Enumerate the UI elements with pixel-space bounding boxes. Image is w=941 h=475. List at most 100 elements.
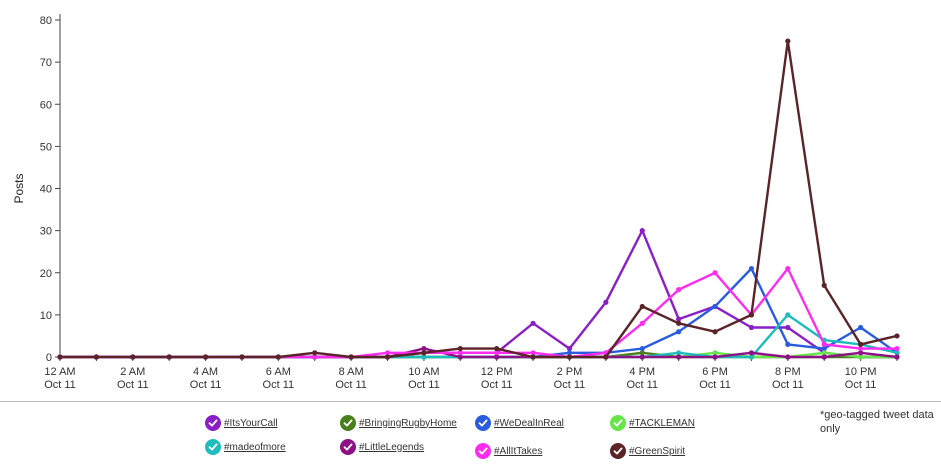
data-point-allittakes <box>785 265 791 272</box>
data-point-greenspirit <box>821 282 827 288</box>
data-point-allittakes <box>384 350 391 356</box>
x-tick-label: 6 AM <box>266 366 291 378</box>
checkmark-icon <box>475 443 491 459</box>
data-point-allittakes <box>821 341 827 347</box>
data-point-greenspirit <box>239 354 245 360</box>
data-point-itsyourcall <box>785 324 791 331</box>
data-point-wedealinreal <box>821 345 827 352</box>
data-point-allittakes <box>712 270 718 276</box>
data-point-greenspirit <box>457 345 463 352</box>
series-line-itsyourcall <box>60 229 897 359</box>
data-point-greenspirit <box>748 312 755 318</box>
data-point-greenspirit <box>785 38 791 44</box>
y-tick-label: 30 <box>40 226 52 238</box>
data-point-madeofmore <box>421 354 427 360</box>
series-line-madeofmore <box>60 313 898 359</box>
x-tick-label: 10 PM <box>845 366 877 378</box>
x-tick-date-label: Oct 11 <box>117 379 149 391</box>
checkmark-icon <box>205 415 221 431</box>
legend-label: #WeDealInReal <box>494 417 564 429</box>
y-tick-label: 0 <box>46 352 52 364</box>
data-point-allittakes <box>494 350 500 356</box>
data-point-greenspirit <box>494 345 500 352</box>
checkmark-icon <box>610 415 626 431</box>
data-point-allittakes <box>676 287 682 293</box>
geo-tagged-note: *geo-tagged tweet data only <box>820 409 934 435</box>
legend-item-bringingrugbyhome[interactable]: #BringingRugbyHome <box>340 414 457 432</box>
y-tick-label: 60 <box>40 99 52 111</box>
data-point-greenspirit <box>639 303 645 310</box>
checkmark-icon <box>340 439 356 455</box>
data-point-littlelegends <box>421 345 427 352</box>
legend-label: #LittleLegends <box>359 441 425 453</box>
x-tick-label: 12 AM <box>44 366 75 378</box>
data-point-wedealinreal <box>748 265 755 272</box>
y-tick-label: 40 <box>40 184 52 196</box>
data-point-greenspirit <box>603 354 609 360</box>
data-point-littlelegends <box>785 354 791 360</box>
x-tick-date-label: Oct 11 <box>845 379 877 391</box>
data-point-greenspirit <box>384 354 391 360</box>
checkmark-icon <box>610 443 626 459</box>
data-point-littlelegends <box>821 354 827 360</box>
data-point-greenspirit <box>166 354 172 360</box>
x-tick-date-label: Oct 11 <box>335 379 367 391</box>
checkmark-icon <box>340 415 356 431</box>
legend-item-greenspirit[interactable]: #GreenSpirit <box>610 442 685 460</box>
x-tick-label: 8 PM <box>775 366 801 378</box>
data-point-littlelegends <box>457 354 463 360</box>
x-tick-label: 2 AM <box>120 366 145 378</box>
legend-divider <box>0 401 941 402</box>
checkmark-icon <box>205 439 221 455</box>
legend-item-allittakes[interactable]: #AllItTakes <box>475 442 542 460</box>
data-point-allittakes <box>858 345 864 352</box>
data-point-greenspirit <box>676 320 682 326</box>
legend-item-tackleman[interactable]: #TACKLEMAN <box>610 414 695 432</box>
data-point-greenspirit <box>712 329 718 335</box>
data-point-itsyourcall <box>603 299 609 305</box>
x-tick-date-label: Oct 11 <box>699 379 731 391</box>
data-point-allittakes <box>894 345 900 352</box>
legend-label: #madeofmore <box>224 441 286 453</box>
y-tick-label: 10 <box>40 310 52 322</box>
data-point-littlelegends <box>712 354 718 360</box>
x-tick-date-label: Oct 11 <box>481 379 513 391</box>
data-point-madeofmore <box>785 312 791 318</box>
series-line-greenspirit <box>60 39 898 359</box>
data-point-littlelegends <box>894 354 900 360</box>
legend-item-itsyourcall[interactable]: #ItsYourCall <box>205 414 278 432</box>
legend-item-wedealinreal[interactable]: #WeDealInReal <box>475 414 564 432</box>
data-point-greenspirit <box>275 354 281 360</box>
data-point-greenspirit <box>312 350 318 356</box>
data-point-allittakes <box>457 350 463 356</box>
x-tick-date-label: Oct 11 <box>554 379 586 391</box>
data-point-wedealinreal <box>712 303 718 310</box>
y-tick-label: 20 <box>40 268 52 280</box>
data-point-allittakes <box>530 350 536 356</box>
data-point-greenspirit <box>202 354 209 360</box>
x-tick-label: 12 PM <box>481 366 513 378</box>
data-point-greenspirit <box>566 354 573 360</box>
data-point-greenspirit <box>93 354 99 360</box>
legend-label: #TACKLEMAN <box>629 417 695 429</box>
data-point-madeofmore <box>748 354 755 360</box>
data-point-greenspirit <box>530 354 536 360</box>
x-tick-date-label: Oct 11 <box>190 379 222 391</box>
y-tick-label: 80 <box>40 15 52 27</box>
data-point-littlelegends <box>676 354 682 360</box>
y-tick-label: 70 <box>40 57 52 69</box>
data-point-greenspirit <box>57 354 63 360</box>
legend-item-madeofmore[interactable]: #madeofmore <box>205 438 286 456</box>
x-tick-label: 6 PM <box>702 366 728 378</box>
legend-label: #AllItTakes <box>494 445 543 457</box>
data-point-itsyourcall <box>748 324 755 331</box>
data-point-wedealinreal <box>858 324 864 331</box>
legend-item-littlelegends[interactable]: #LittleLegends <box>340 438 424 456</box>
x-tick-label: 4 PM <box>629 366 655 378</box>
data-point-wedealinreal <box>785 341 791 347</box>
checkmark-icon <box>475 415 491 431</box>
x-tick-date-label: Oct 11 <box>408 379 440 391</box>
posts-line-chart: 0 10 20 30 40 50 60 70 80 Posts 12 AM Oct 11 2 AM Oct… <box>12 14 900 391</box>
data-point-bringingrugbyhome <box>639 350 645 356</box>
